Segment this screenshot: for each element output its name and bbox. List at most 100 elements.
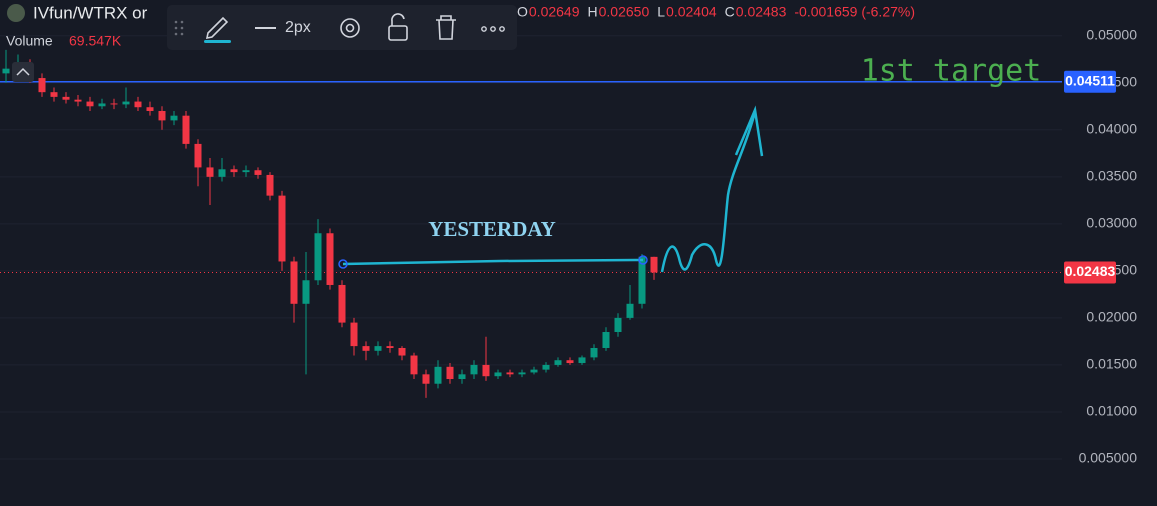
candle-body [182,115,190,144]
candle-body [650,256,658,273]
candle-body [350,322,358,347]
ohlc-key: H [588,4,598,20]
candle-body [374,346,382,351]
candle-body [134,101,142,108]
price-label-box [1064,70,1116,93]
settings-button[interactable] [340,18,360,38]
candle-body [590,347,598,358]
ohlc-value: 0.02649 [529,4,580,20]
candle-body [362,346,370,351]
color-swatch [204,40,231,43]
pencil-button[interactable] [205,16,229,40]
handle [638,255,648,265]
collapse-button[interactable] [12,62,34,82]
candle-body [338,284,346,323]
candle-body [146,107,154,111]
y-tick-label: 0.005000 [1079,450,1138,466]
candle-body [614,317,622,333]
candle-body [398,347,406,356]
y-tick-label: 0.03500 [1086,168,1137,184]
delete-button[interactable] [436,15,456,40]
candle-body [518,372,526,375]
candle-body [218,169,226,177]
drag-handle [174,20,184,36]
candle-body [482,364,490,377]
candle-body [422,374,430,384]
ohlc-value: 0.02650 [599,4,650,20]
candle-body [470,364,478,375]
candle-body [626,303,634,318]
y-tick-label: 0.05000 [1086,26,1137,42]
candle-body [506,372,514,375]
candle-body [542,364,550,370]
handle [338,259,348,269]
y-tick-label: 0.04000 [1086,120,1137,136]
candle-body [194,143,202,168]
candle-body [554,360,562,365]
candle-body [602,332,610,348]
candle-body [446,366,454,380]
volume-label: Volume [6,33,53,49]
grid [0,35,1062,460]
ohlc-value: 0.02404 [666,4,717,20]
candle-body [242,170,250,173]
symbol-icon [7,4,25,22]
candle-body [170,115,178,121]
candle-body [434,366,442,384]
y-tick-label: 0.03000 [1086,215,1137,231]
candle-body [74,99,82,102]
candle-body [98,103,106,107]
candle-body [2,68,10,74]
ohlc-key: L [657,4,665,20]
candle-body [578,357,586,364]
candle-body [86,101,94,107]
line-width-button[interactable]: 2px [285,19,311,36]
ohlc-key: C [725,4,735,20]
toolbar [167,5,517,50]
settings-icon [345,23,355,33]
candle-body [230,169,238,173]
candle-body [458,374,466,380]
annotation: 1st target [861,54,1042,89]
candle-body [290,261,298,304]
candle-body [302,280,310,304]
candle-body [158,110,166,121]
collapse-icon [16,67,30,76]
more-button[interactable] [481,26,505,32]
price-axis: 0.0050000.010000.015000.020000.025000.03… [1062,0,1157,506]
candle-body [638,256,646,304]
lock-icon [391,13,405,26]
candle-body [278,195,286,262]
candle-body [494,372,502,377]
symbol: IVfun/WTRX or [33,3,148,22]
candle-body [266,174,274,196]
price-label: 0.04511 [1065,72,1115,88]
arrow-drawing [660,105,764,273]
candle-body [122,101,130,105]
change: -0.001659 (-6.27%) [794,4,915,20]
candle-body [566,360,574,364]
annotation: YESTERDAY [428,217,556,241]
volume-value: 69.547K [69,33,122,49]
ohlc: O 0.02649 H 0.02650 L 0.02404 C 0.02483 -0.00165… [517,4,915,20]
lock-button[interactable] [388,25,408,41]
candles [2,49,658,398]
y-tick-label: 0.01000 [1086,403,1137,419]
candle-body [530,369,538,373]
candle-body [410,355,418,375]
candle-body [62,96,70,100]
y-tick-label: 0.02000 [1086,309,1137,325]
candle-body [254,170,262,175]
price-label-box [1064,261,1116,284]
candle-body [314,233,322,281]
ohlc-value: 0.02483 [736,4,787,20]
price-label: 0.02483 [1065,263,1116,279]
candle-body [326,233,334,285]
candle-body [110,103,118,105]
candle-body [206,167,214,177]
ohlc-key: O [517,4,528,20]
y-tick-label: 0.01500 [1086,356,1137,372]
